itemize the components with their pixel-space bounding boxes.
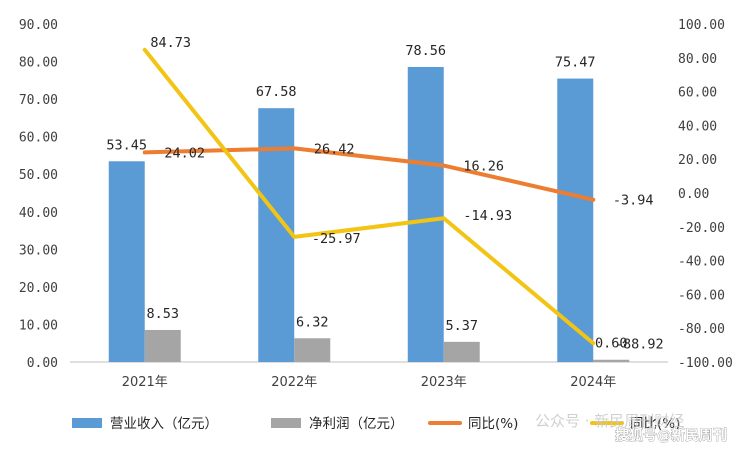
profit-bar bbox=[144, 329, 181, 362]
lines bbox=[142, 47, 596, 346]
right-tick-label: 20.00 bbox=[678, 153, 717, 168]
revenue-data-label: 53.45 bbox=[106, 137, 147, 153]
category-labels: 2021年 2022年 2023年 2024年 bbox=[122, 375, 617, 390]
profit-data-label: 6.32 bbox=[296, 314, 329, 330]
left-tick-label: 90.00 bbox=[19, 18, 58, 33]
profit-yoy-line bbox=[142, 47, 596, 346]
left-axis: 0.00 10.00 20.00 30.00 40.00 50.00 60.00 70.00 8… bbox=[19, 18, 58, 371]
right-tick-label: 80.00 bbox=[678, 52, 717, 67]
category-label: 2024年 bbox=[570, 375, 616, 390]
left-tick-label: 80.00 bbox=[19, 56, 58, 71]
watermark-line1: 公众号 · 新民周刊财经 bbox=[535, 412, 684, 430]
revenue-bar bbox=[407, 66, 444, 362]
profit-yoy-label: 84.73 bbox=[150, 35, 191, 51]
revenue-yoy-label: 24.02 bbox=[164, 145, 205, 161]
category-label: 2023年 bbox=[421, 375, 467, 390]
left-tick-label: 40.00 bbox=[19, 206, 58, 221]
revenue-yoy-label: -3.94 bbox=[613, 193, 654, 209]
revenue-bar bbox=[557, 78, 594, 362]
right-tick-label: -40.00 bbox=[678, 255, 725, 270]
right-tick-label: -20.00 bbox=[678, 221, 725, 236]
revenue-bar bbox=[108, 161, 145, 362]
revenue-bar bbox=[258, 108, 295, 362]
revenue-data-label: 67.58 bbox=[256, 84, 297, 100]
legend: 营业收入（亿元） 净利润（亿元） 同比(%) 同比(%) bbox=[72, 416, 680, 432]
profit-bar bbox=[294, 338, 331, 362]
left-tick-label: 60.00 bbox=[19, 131, 58, 146]
left-tick-label: 0.00 bbox=[27, 356, 58, 371]
legend-label: 营业收入（亿元） bbox=[110, 416, 218, 432]
left-tick-label: 50.00 bbox=[19, 168, 58, 183]
right-tick-label: -60.00 bbox=[678, 288, 725, 303]
watermark-line2: 搜狐号@新民周刊 bbox=[615, 427, 727, 444]
right-tick-label: 40.00 bbox=[678, 119, 717, 134]
left-tick-label: 30.00 bbox=[19, 243, 58, 258]
legend-label: 净利润（亿元） bbox=[309, 416, 404, 432]
right-tick-label: 60.00 bbox=[678, 86, 717, 101]
profit-bar bbox=[593, 359, 630, 362]
right-tick-label: 100.00 bbox=[678, 18, 725, 33]
legend-swatch bbox=[271, 418, 301, 428]
right-axis: -100.00 -80.00 -60.00 -40.00 -20.00 0.00 20.00… bbox=[678, 18, 733, 371]
data-labels: 53.45 67.58 78.56 75.47 8.53 6.32 5.37 0.60 24.0… bbox=[106, 35, 663, 352]
profit-data-label: 0.60 bbox=[595, 336, 628, 352]
revenue-data-label: 75.47 bbox=[555, 55, 596, 71]
profit-data-label: 8.53 bbox=[146, 306, 179, 322]
category-label: 2022年 bbox=[271, 375, 317, 390]
bars bbox=[108, 66, 630, 362]
profit-yoy-label: -25.97 bbox=[312, 231, 361, 247]
left-tick-label: 20.00 bbox=[19, 281, 58, 296]
profit-yoy-label: -14.93 bbox=[463, 208, 512, 224]
right-tick-label: 0.00 bbox=[678, 187, 709, 202]
left-tick-label: 10.00 bbox=[19, 318, 58, 333]
revenue-yoy-label: 26.42 bbox=[314, 141, 355, 157]
profit-data-label: 5.37 bbox=[445, 318, 478, 334]
legend-label: 同比(%) bbox=[630, 416, 680, 432]
revenue-yoy-label: 16.26 bbox=[463, 159, 504, 175]
revenue-data-label: 78.56 bbox=[405, 43, 446, 59]
right-tick-label: -80.00 bbox=[678, 322, 725, 337]
profit-bar bbox=[443, 341, 480, 362]
revenue-yoy-line bbox=[142, 146, 596, 202]
category-label: 2021年 bbox=[122, 375, 168, 390]
left-tick-label: 70.00 bbox=[19, 93, 58, 108]
profit-yoy-label: -88.92 bbox=[615, 336, 664, 352]
right-tick-label: -100.00 bbox=[678, 356, 733, 371]
legend-swatch bbox=[72, 418, 102, 428]
watermark: 公众号 · 新民周刊财经 搜狐号@新民周刊 bbox=[535, 412, 727, 444]
legend-label: 同比(%) bbox=[468, 416, 518, 432]
